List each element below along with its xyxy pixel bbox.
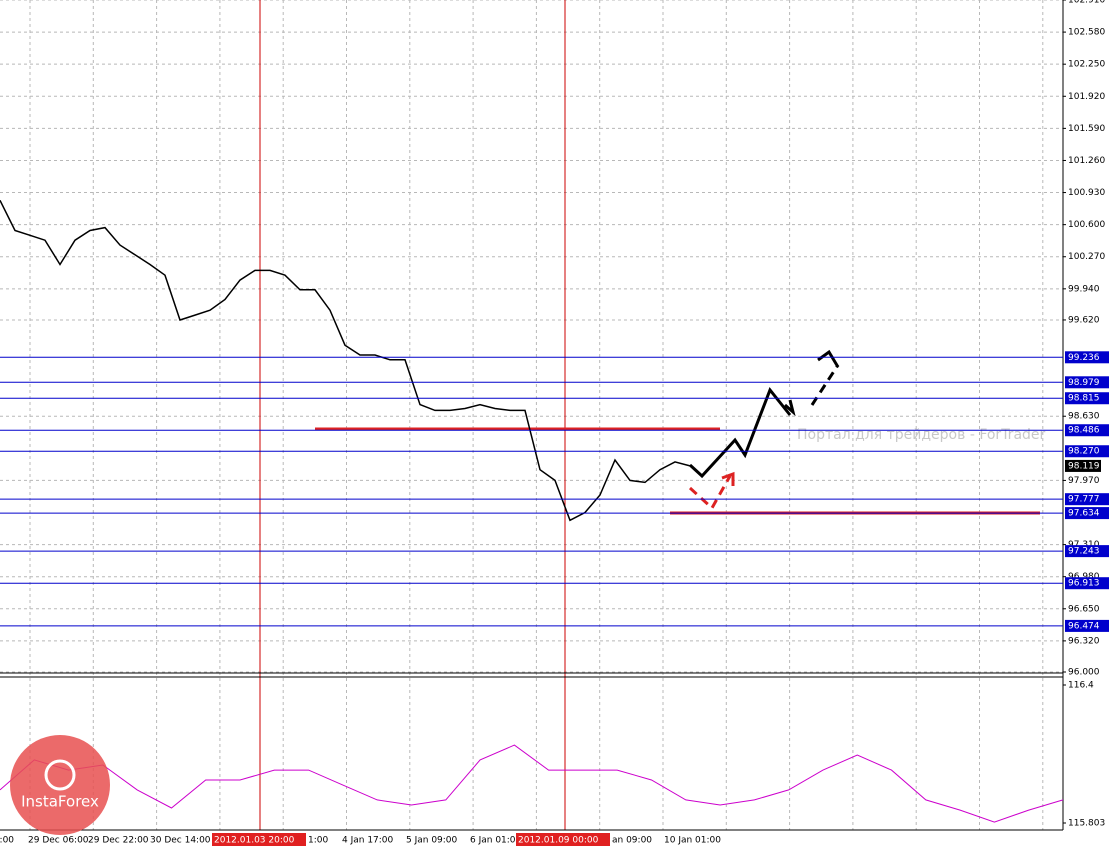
- level-box: [1065, 351, 1109, 364]
- y-tick-label: 100.930: [1068, 188, 1105, 198]
- level-box: [1065, 577, 1109, 590]
- y-tick-label: 99.620: [1068, 315, 1100, 325]
- current-label: 98.119: [1068, 461, 1100, 471]
- level-tag: 99.236: [1065, 351, 1109, 364]
- y-tick-label: 102.580: [1068, 28, 1105, 38]
- level-label: 98.815: [1068, 394, 1100, 404]
- price-line: [0, 199, 691, 522]
- y-tick-label: 101.920: [1068, 92, 1105, 102]
- y-tick-label: 102.250: [1068, 60, 1105, 70]
- level-label: 97.243: [1068, 547, 1100, 557]
- y-tick-label: 100.270: [1068, 252, 1105, 262]
- level-box: [1065, 507, 1109, 520]
- x-tick-label: 5 Jan 09:00: [406, 836, 458, 846]
- level-label: 97.634: [1068, 509, 1100, 519]
- y-tick-label: 100.600: [1068, 220, 1105, 230]
- level-label: 98.270: [1068, 447, 1100, 457]
- time-highlight: [516, 833, 610, 846]
- logo-text: InstaForex: [21, 793, 99, 811]
- x-tick-label: 1:00: [308, 836, 328, 846]
- price-line: [0, 744, 1064, 823]
- x-tick-label: 29 Dec 22:00: [88, 836, 149, 846]
- level-tag: 98.979: [1065, 376, 1109, 389]
- level-tag: 97.777: [1065, 493, 1109, 506]
- y-tick-label: 96.000: [1068, 668, 1100, 678]
- y-tick-label: 115.803: [1068, 819, 1105, 829]
- x-tick-label: 10 Jan 01:00: [664, 836, 721, 846]
- y-tick-label: 99.940: [1068, 284, 1100, 294]
- y-tick-label: 97.970: [1068, 476, 1100, 486]
- x-tick-label: 2012.01.09 00:00: [518, 836, 599, 846]
- level-label: 96.474: [1068, 621, 1100, 631]
- level-label: 98.486: [1068, 426, 1100, 436]
- level-box: [1065, 619, 1109, 632]
- level-tag: 96.474: [1065, 619, 1109, 632]
- level-box: [1065, 445, 1109, 458]
- forecast-arrow: [688, 387, 792, 479]
- x-tick-label: an 09:00: [612, 836, 652, 846]
- y-tick-label: 96.650: [1068, 604, 1100, 614]
- level-label: 97.777: [1068, 495, 1100, 505]
- x-tick-label: 30 Dec 14:00: [150, 836, 211, 846]
- logo-icon: [44, 759, 76, 791]
- time-highlight: [212, 833, 306, 846]
- level-tag: 96.913: [1065, 577, 1109, 590]
- axis-bg: [1063, 0, 1112, 848]
- level-box: [1065, 545, 1109, 558]
- watermark: Портал для трейдеров - ForTrader: [797, 427, 1046, 443]
- y-tick-label: 97.310: [1068, 540, 1100, 550]
- y-tick-label: 101.590: [1068, 124, 1105, 134]
- logo: InstaForex: [10, 735, 110, 835]
- arrow-head: [721, 471, 735, 486]
- y-tick-label: 116.4: [1068, 681, 1094, 691]
- level-box: [1065, 376, 1109, 389]
- arrow-head: [784, 399, 796, 417]
- level-tag: 98.486: [1065, 424, 1109, 437]
- y-tick-label: 96.980: [1068, 572, 1100, 582]
- level-box: [1065, 424, 1109, 437]
- level-box: [1065, 493, 1109, 506]
- x-tick-label: 2012.01.03 20:00: [214, 836, 295, 846]
- level-tag: 97.243: [1065, 545, 1109, 558]
- level-label: 98.979: [1068, 378, 1100, 388]
- logo-badge: [10, 735, 110, 835]
- level-label: 96.913: [1068, 579, 1100, 589]
- x-tick-label: 29 Dec 06:00: [28, 836, 89, 846]
- x-tick-label: 6 Jan 01:00: [470, 836, 522, 846]
- level-tag: 98.815: [1065, 392, 1109, 405]
- level-label: 99.236: [1068, 353, 1100, 363]
- y-tick-label: 98.630: [1068, 412, 1100, 422]
- level-tag: 97.634: [1065, 507, 1109, 520]
- y-tick-label: 102.910: [1068, 0, 1105, 6]
- x-tick-label: e:00: [0, 836, 14, 846]
- y-tick-label: 101.260: [1068, 156, 1105, 166]
- current-box: [1065, 459, 1101, 472]
- y-tick-label: 96.320: [1068, 636, 1100, 646]
- x-tick-label: 4 Jan 17:00: [342, 836, 394, 846]
- level-box: [1065, 392, 1109, 405]
- level-tag: 98.270: [1065, 445, 1109, 458]
